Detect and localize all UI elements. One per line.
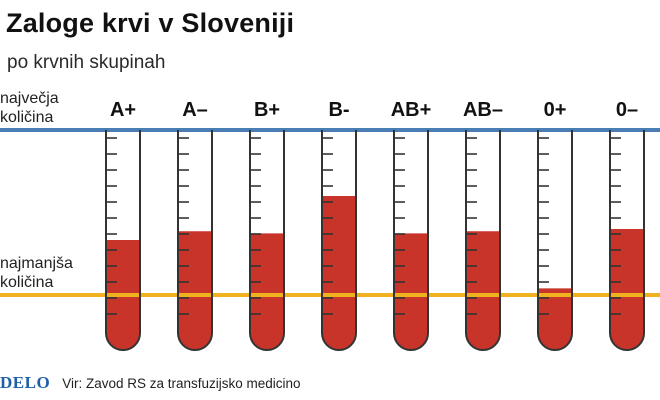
- blood-group-label-2: A–: [182, 99, 208, 121]
- blood-group-label-5: AB+: [391, 99, 432, 121]
- publisher-logo: DELO: [0, 373, 51, 392]
- min-level-label-line1: najmanjša: [0, 255, 73, 272]
- blood-fill-3: [250, 233, 284, 350]
- blood-fill-6: [466, 231, 500, 350]
- max-level-label-line1: največja: [0, 90, 59, 107]
- min-level-label-line2: količina: [0, 274, 53, 291]
- blood-group-label-7: 0+: [544, 99, 567, 121]
- blood-fill-5: [394, 233, 428, 350]
- chart-subtitle: po krvnih skupinah: [7, 52, 166, 73]
- test-tube-6: [465, 130, 501, 351]
- test-tube-1: [105, 130, 141, 351]
- test-tube-3: [249, 130, 285, 351]
- chart-title: Zaloge krvi v Sloveniji: [6, 8, 295, 38]
- blood-group-label-6: AB–: [463, 99, 503, 121]
- blood-fill-7: [538, 288, 572, 350]
- blood-group-label-1: A+: [110, 99, 136, 121]
- test-tube-4: [321, 130, 357, 351]
- test-tube-8: [609, 130, 645, 351]
- blood-fill-4: [322, 196, 356, 350]
- blood-group-label-4: B-: [328, 99, 349, 121]
- footer: DELO Vir: Zavod RS za transfuzijsko medi…: [0, 372, 301, 394]
- test-tube-5: [393, 130, 429, 351]
- blood-fill-8: [610, 229, 644, 350]
- max-level-label-line2: količina: [0, 109, 53, 126]
- test-tube-7: [537, 130, 573, 351]
- blood-group-label-8: 0–: [616, 99, 638, 121]
- blood-fill-2: [178, 231, 212, 350]
- blood-supply-chart: A+ A– B+ B- AB+ AB– 0+ 0– največja količina najman…: [0, 90, 660, 351]
- test-tube-2: [177, 130, 213, 351]
- source-note: Vir: Zavod RS za transfuzijsko medicino: [62, 375, 301, 391]
- blood-group-label-3: B+: [254, 99, 280, 121]
